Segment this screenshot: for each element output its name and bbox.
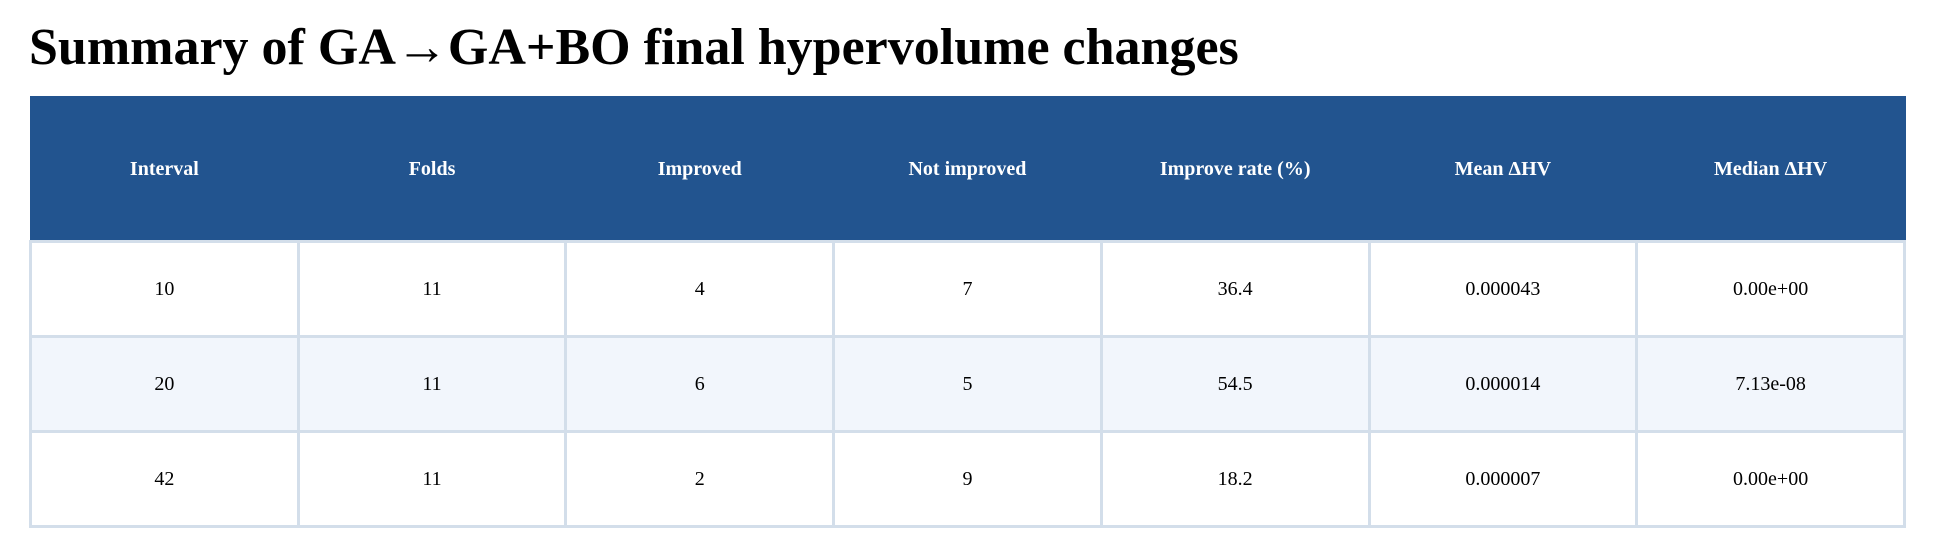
cell-mean-dhv: 0.000043 [1367, 240, 1639, 338]
cell-not-improved: 5 [832, 335, 1103, 433]
column-header-improved: Improved [564, 96, 835, 243]
cell-not-improved: 9 [832, 430, 1103, 528]
cell-median-dhv: 0.00e+00 [1635, 240, 1906, 338]
page-title: Summary of GA→GA+BO final hypervolume ch… [29, 19, 1239, 76]
cell-folds: 11 [296, 240, 568, 338]
cell-improve-rate: 54.5 [1099, 335, 1371, 433]
column-header-mean-dhv: Mean ΔHV [1368, 96, 1638, 243]
table-header-row: Interval Folds Improved Not improved Imp… [29, 96, 1906, 243]
table-row: 20 11 6 5 54.5 0.000014 7.13e-08 [29, 335, 1906, 433]
cell-folds: 11 [296, 430, 568, 528]
column-header-improve-rate: Improve rate (%) [1100, 96, 1371, 243]
cell-interval: 42 [29, 430, 300, 528]
table-row: 42 11 2 9 18.2 0.000007 0.00e+00 [29, 430, 1906, 528]
cell-improved: 6 [564, 335, 836, 433]
cell-mean-dhv: 0.000014 [1367, 335, 1639, 433]
column-header-interval: Interval [29, 96, 300, 243]
summary-table: Interval Folds Improved Not improved Imp… [29, 96, 1906, 528]
cell-improve-rate: 18.2 [1099, 430, 1371, 528]
cell-mean-dhv: 0.000007 [1367, 430, 1639, 528]
cell-median-dhv: 0.00e+00 [1635, 430, 1906, 528]
cell-median-dhv: 7.13e-08 [1635, 335, 1906, 433]
cell-not-improved: 7 [832, 240, 1103, 338]
column-header-not-improved: Not improved [832, 96, 1103, 243]
cell-improved: 2 [564, 430, 836, 528]
column-header-median-dhv: Median ΔHV [1635, 96, 1906, 243]
cell-interval: 20 [29, 335, 300, 433]
cell-interval: 10 [29, 240, 300, 338]
cell-folds: 11 [296, 335, 568, 433]
cell-improve-rate: 36.4 [1099, 240, 1371, 338]
table-row: 10 11 4 7 36.4 0.000043 0.00e+00 [29, 240, 1906, 338]
column-header-folds: Folds [297, 96, 567, 243]
cell-improved: 4 [564, 240, 836, 338]
